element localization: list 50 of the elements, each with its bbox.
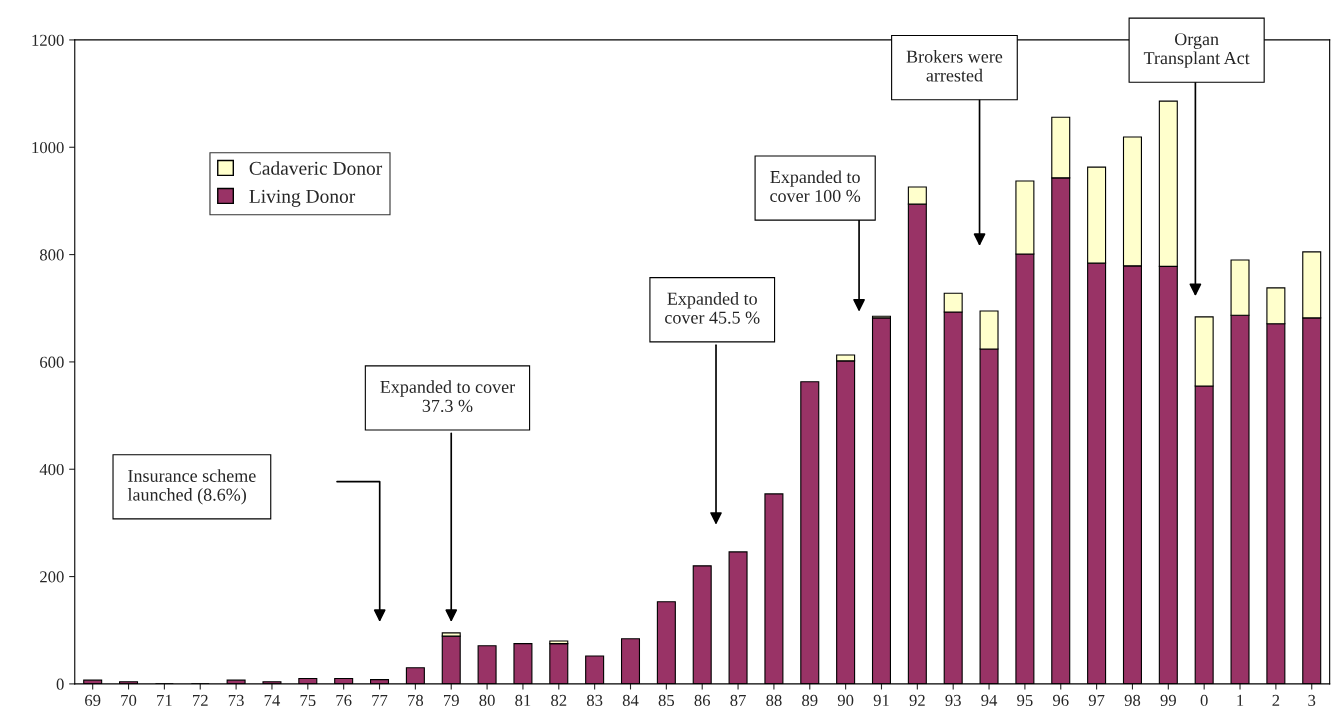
x-tick-label: 96 bbox=[1052, 694, 1069, 707]
y-tick-label: 0 bbox=[56, 678, 64, 690]
annotation: Expanded to cover 37.3 % bbox=[380, 380, 515, 413]
x-tick-label: 74 bbox=[264, 694, 281, 706]
x-tick-label: 76 bbox=[336, 694, 352, 707]
annotation: Insurance scheme launched (8.6%) bbox=[127, 469, 256, 505]
x-tick-label: 77 bbox=[372, 694, 388, 706]
x-tick-label: 89 bbox=[802, 694, 818, 707]
x-tick-label: 95 bbox=[1017, 694, 1033, 707]
x-tick-label: 73 bbox=[228, 694, 244, 707]
x-tick-label: 93 bbox=[945, 694, 961, 707]
y-tick-label: 1200 bbox=[32, 34, 64, 46]
x-tick-label: 88 bbox=[766, 694, 782, 707]
x-tick-label: 78 bbox=[408, 694, 424, 707]
y-tick-label: 800 bbox=[39, 249, 64, 261]
x-tick-label: 71 bbox=[157, 694, 172, 706]
annotation: Expanded to cover 45.5 % bbox=[665, 292, 760, 324]
x-tick-label: 81 bbox=[515, 694, 531, 707]
x-tick-label: 84 bbox=[622, 694, 639, 707]
x-tick-label: 69 bbox=[85, 694, 101, 707]
x-tick-label: 72 bbox=[193, 694, 208, 706]
y-tick-label: 1000 bbox=[32, 141, 64, 154]
y-tick-label: 400 bbox=[39, 463, 64, 476]
x-tick-label: 85 bbox=[658, 694, 675, 707]
x-tick-label: 1 bbox=[1237, 694, 1244, 706]
x-tick-label: 87 bbox=[730, 694, 746, 707]
x-tick-label: 3 bbox=[1308, 694, 1316, 707]
legend-label: Cadaveric Donor bbox=[249, 161, 383, 175]
x-tick-label: 97 bbox=[1088, 694, 1105, 707]
legend-label: Living Donor bbox=[249, 189, 356, 207]
x-tick-label: 99 bbox=[1160, 694, 1176, 707]
x-tick-label: 83 bbox=[586, 694, 603, 707]
x-tick-label: 80 bbox=[479, 694, 495, 707]
annotation: Organ Transplant Act bbox=[1143, 33, 1250, 68]
x-tick-label: 2 bbox=[1272, 694, 1280, 706]
x-tick-label: 86 bbox=[694, 694, 711, 707]
x-tick-label: 79 bbox=[444, 694, 459, 707]
x-tick-label: 92 bbox=[909, 694, 925, 707]
x-tick-label: 91 bbox=[873, 694, 889, 707]
x-tick-label: 82 bbox=[551, 694, 567, 707]
annotation: Expanded to cover 100 % bbox=[770, 170, 861, 203]
annotation: Brokers were arrested bbox=[906, 49, 1003, 82]
x-tick-label: 70 bbox=[121, 694, 137, 707]
x-tick-label: 75 bbox=[300, 694, 316, 707]
x-tick-label: 98 bbox=[1124, 694, 1141, 707]
x-tick-label: 0 bbox=[1200, 694, 1208, 707]
y-tick-label: 200 bbox=[40, 571, 64, 583]
x-tick-label: 94 bbox=[981, 694, 998, 707]
y-tick-label: 600 bbox=[40, 356, 64, 368]
x-tick-label: 90 bbox=[837, 694, 854, 707]
